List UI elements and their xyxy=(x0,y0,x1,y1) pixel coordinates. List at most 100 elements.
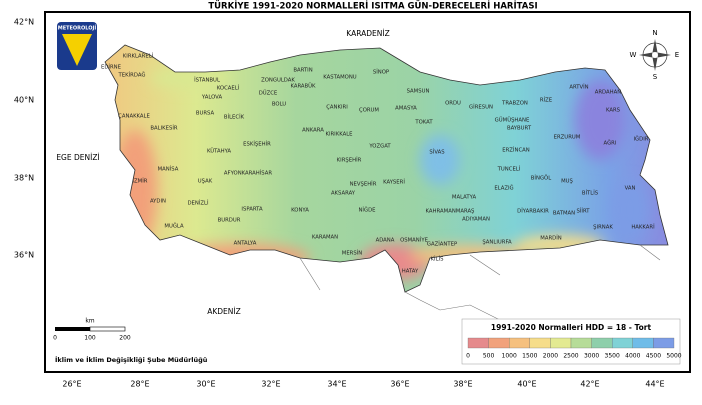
province-label: NİĞDE xyxy=(358,207,376,214)
province-label: KASTAMONU xyxy=(323,75,357,81)
legend-tick-label: 5000 xyxy=(666,353,681,360)
longitude-label: 40°E xyxy=(517,380,536,389)
latitude-label: 38°N xyxy=(14,174,34,183)
legend-tick-label: 3500 xyxy=(605,353,620,360)
longitude-label: 32°E xyxy=(261,380,280,389)
province-label: ERZİNCAN xyxy=(502,147,530,154)
longitude-label: 30°E xyxy=(196,380,215,389)
latitude-label: 36°N xyxy=(14,251,34,260)
province-label: ADANA xyxy=(376,238,395,244)
legend-swatch xyxy=(509,337,530,349)
province-label: ERZURUM xyxy=(554,135,581,141)
compass-label: E xyxy=(675,51,679,59)
province-label: TRABZON xyxy=(501,101,528,107)
legend-tick-label: 2500 xyxy=(563,353,578,360)
province-label: BALIKESİR xyxy=(150,125,178,132)
province-label: KARS xyxy=(606,108,621,114)
province-label: BİTLİS xyxy=(582,190,599,197)
legend-title: 1991-2020 Normalleri HDD = 18 - Tort xyxy=(491,323,652,332)
province-label: ARTVİN xyxy=(569,84,588,91)
logo-label: METEOROLOJİ xyxy=(58,25,97,32)
province-label: OSMANİYE xyxy=(400,237,428,244)
province-label: AMASYA xyxy=(395,106,417,112)
province-label: DÜZCE xyxy=(259,90,278,97)
province-label: TEKİRDAĞ xyxy=(118,72,146,79)
province-label: AKSARAY xyxy=(331,191,356,197)
province-label: SAMSUN xyxy=(407,89,430,95)
compass-label: S xyxy=(653,73,658,81)
legend-swatch xyxy=(550,337,572,349)
province-label: UŞAK xyxy=(198,179,213,185)
scale-bar: km 0 100 200 xyxy=(53,318,131,342)
map-title: TÜRKİYE 1991-2020 NORMALLERİ ISITMA GÜN-… xyxy=(208,1,537,12)
sea-label: KARADENİZ xyxy=(346,29,389,38)
province-label: AYDIN xyxy=(150,199,166,205)
province-label: KIRKLARELİ xyxy=(123,53,154,60)
province-label: SİİRT xyxy=(576,208,590,215)
province-label: ESKİŞEHİR xyxy=(243,141,271,148)
province-label: MALATYA xyxy=(452,195,477,201)
scale-tick: 200 xyxy=(119,335,131,342)
province-label: ADIYAMAN xyxy=(462,217,490,223)
longitude-label: 34°E xyxy=(327,380,346,389)
sea-label: AKDENİZ xyxy=(207,307,241,316)
province-label: MUĞLA xyxy=(164,223,184,230)
latitude-label: 40°N xyxy=(14,96,34,105)
province-label: ŞIRNAK xyxy=(593,225,613,231)
province-label: KOCAELİ xyxy=(217,85,240,92)
province-label: NEVŞEHİR xyxy=(350,181,377,188)
province-label: GÜMÜŞHANE xyxy=(495,117,530,124)
province-label: ŞANLIURFA xyxy=(482,240,512,246)
credit: İklim ve İklim Değişikliği Şube Müdürlüğ… xyxy=(55,355,208,364)
legend-swatch xyxy=(612,337,633,349)
province-label: BURSA xyxy=(196,111,215,117)
province-label: KIRŞEHİR xyxy=(337,157,362,164)
legend-tick-label: 4000 xyxy=(625,353,640,360)
province-label: MARDİN xyxy=(540,235,562,242)
legend-tick-label: 1000 xyxy=(502,353,517,360)
legend-swatch xyxy=(529,337,551,349)
province-label: MUŞ xyxy=(561,179,573,185)
compass: N E S W xyxy=(630,29,680,81)
province-label: KIRIKKALE xyxy=(325,132,353,138)
longitude-label: 36°E xyxy=(390,380,409,389)
province-label: MERSİN xyxy=(342,250,363,257)
legend-tick-label: 4500 xyxy=(646,353,661,360)
longitude-label: 44°E xyxy=(645,380,664,389)
longitude-label: 42°E xyxy=(580,380,599,389)
province-label: BAYBURT xyxy=(507,126,532,132)
legend-tick-label: 2000 xyxy=(543,353,558,360)
province-label: EDİRNE xyxy=(101,64,122,71)
province-label: DİYARBAKIR xyxy=(517,208,549,215)
province-label: BİNGÖL xyxy=(531,175,551,182)
province-label: ANKARA xyxy=(302,128,324,134)
province-label: GİRESUN xyxy=(469,104,493,111)
scale-tick: 0 xyxy=(53,335,57,342)
scale-unit: km xyxy=(85,318,94,325)
longitude-label: 26°E xyxy=(62,380,81,389)
province-label: KAYSERİ xyxy=(383,179,405,186)
legend-swatch xyxy=(653,337,675,349)
province-label: TUNCELİ xyxy=(497,166,521,173)
province-label: BARTIN xyxy=(293,68,312,74)
legend-tick-label: 500 xyxy=(483,353,495,360)
province-label: ANTALYA xyxy=(234,241,257,247)
province-label: ÇANKIRI xyxy=(326,105,348,111)
province-label: KARABÜK xyxy=(290,83,316,90)
province-label: HATAY xyxy=(402,269,419,275)
legend-swatch xyxy=(591,337,613,349)
province-label: İZMİR xyxy=(132,178,147,185)
province-label: AĞRI xyxy=(604,140,617,147)
province-label: HAKKARİ xyxy=(631,224,655,231)
compass-label: N xyxy=(652,29,657,37)
province-label: KAHRAMANMARAŞ xyxy=(426,209,476,215)
province-label: KÜTAHYA xyxy=(207,148,231,155)
province-label: YOZGAT xyxy=(368,144,391,150)
province-label: IĞDIR xyxy=(634,136,649,143)
scale-tick: 100 xyxy=(84,335,96,342)
province-label: İSTANBUL xyxy=(194,77,220,84)
province-label: BİLECİK xyxy=(224,114,245,121)
province-label: ÇANAKKALE xyxy=(118,114,150,120)
province-label: ELAZIĞ xyxy=(494,185,513,192)
